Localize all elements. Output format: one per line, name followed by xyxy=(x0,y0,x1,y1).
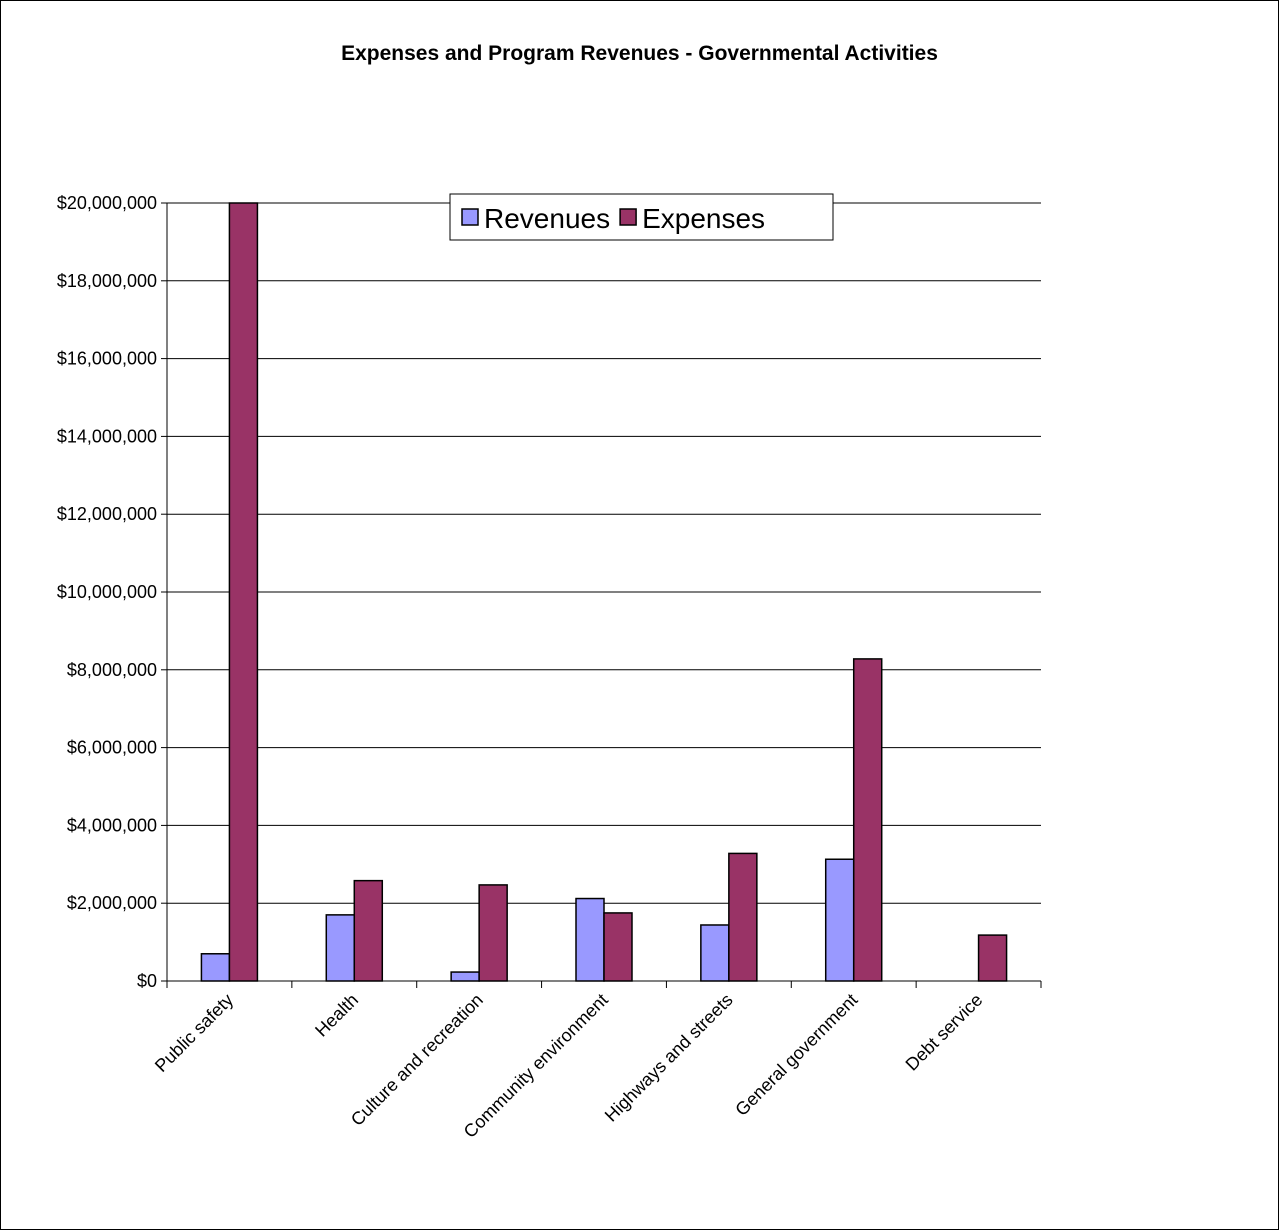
bar-expenses-debt-service xyxy=(977,934,1008,982)
y-tick-label: $12,000,000 xyxy=(57,504,157,524)
y-tick-label: $20,000,000 xyxy=(57,193,157,213)
legend-swatch-revenues xyxy=(461,208,479,226)
x-category-label: Public safety xyxy=(151,990,237,1076)
bar-expenses-public-safety xyxy=(228,202,259,982)
bar-expenses-highways-and-streets xyxy=(728,852,758,982)
y-tick-label: $10,000,000 xyxy=(57,582,157,602)
x-category-label: Community environment xyxy=(460,990,612,1142)
legend-label-expenses: Expenses xyxy=(642,203,765,234)
bar-revenues-community-environment xyxy=(575,897,605,982)
y-tick-label: $16,000,000 xyxy=(57,349,157,369)
bar-expenses-health xyxy=(353,879,384,982)
x-category-label: Debt service xyxy=(902,990,987,1075)
bar-expenses-community-environment xyxy=(603,912,633,982)
x-category-label: General government xyxy=(731,990,861,1120)
y-tick-label: $4,000,000 xyxy=(67,815,157,835)
bar-revenues-culture-and-recreation xyxy=(450,971,480,982)
x-category-label: Highways and streets xyxy=(601,990,737,1126)
x-category-label: Culture and recreation xyxy=(347,990,487,1130)
legend-label-revenues: Revenues xyxy=(484,203,610,234)
bar-revenues-health xyxy=(325,914,356,982)
legend-box xyxy=(449,193,834,241)
legend-swatch-expenses xyxy=(619,208,637,226)
y-tick-label: $14,000,000 xyxy=(57,426,157,446)
y-tick-label: $0 xyxy=(137,971,157,991)
bar-revenues-highways-and-streets xyxy=(700,924,730,982)
y-tick-label: $6,000,000 xyxy=(67,738,157,758)
chart-title: Expenses and Program Revenues - Governme… xyxy=(341,42,938,65)
y-tick-label: $8,000,000 xyxy=(67,660,157,680)
bar-expenses-culture-and-recreation xyxy=(478,884,508,982)
y-tick-label: $18,000,000 xyxy=(57,271,157,291)
bar-revenues-general-government xyxy=(824,858,855,982)
x-category-label: Health xyxy=(311,990,362,1041)
y-tick-label: $2,000,000 xyxy=(67,893,157,913)
bar-expenses-general-government xyxy=(852,658,883,982)
bar-revenues-public-safety xyxy=(200,953,231,982)
